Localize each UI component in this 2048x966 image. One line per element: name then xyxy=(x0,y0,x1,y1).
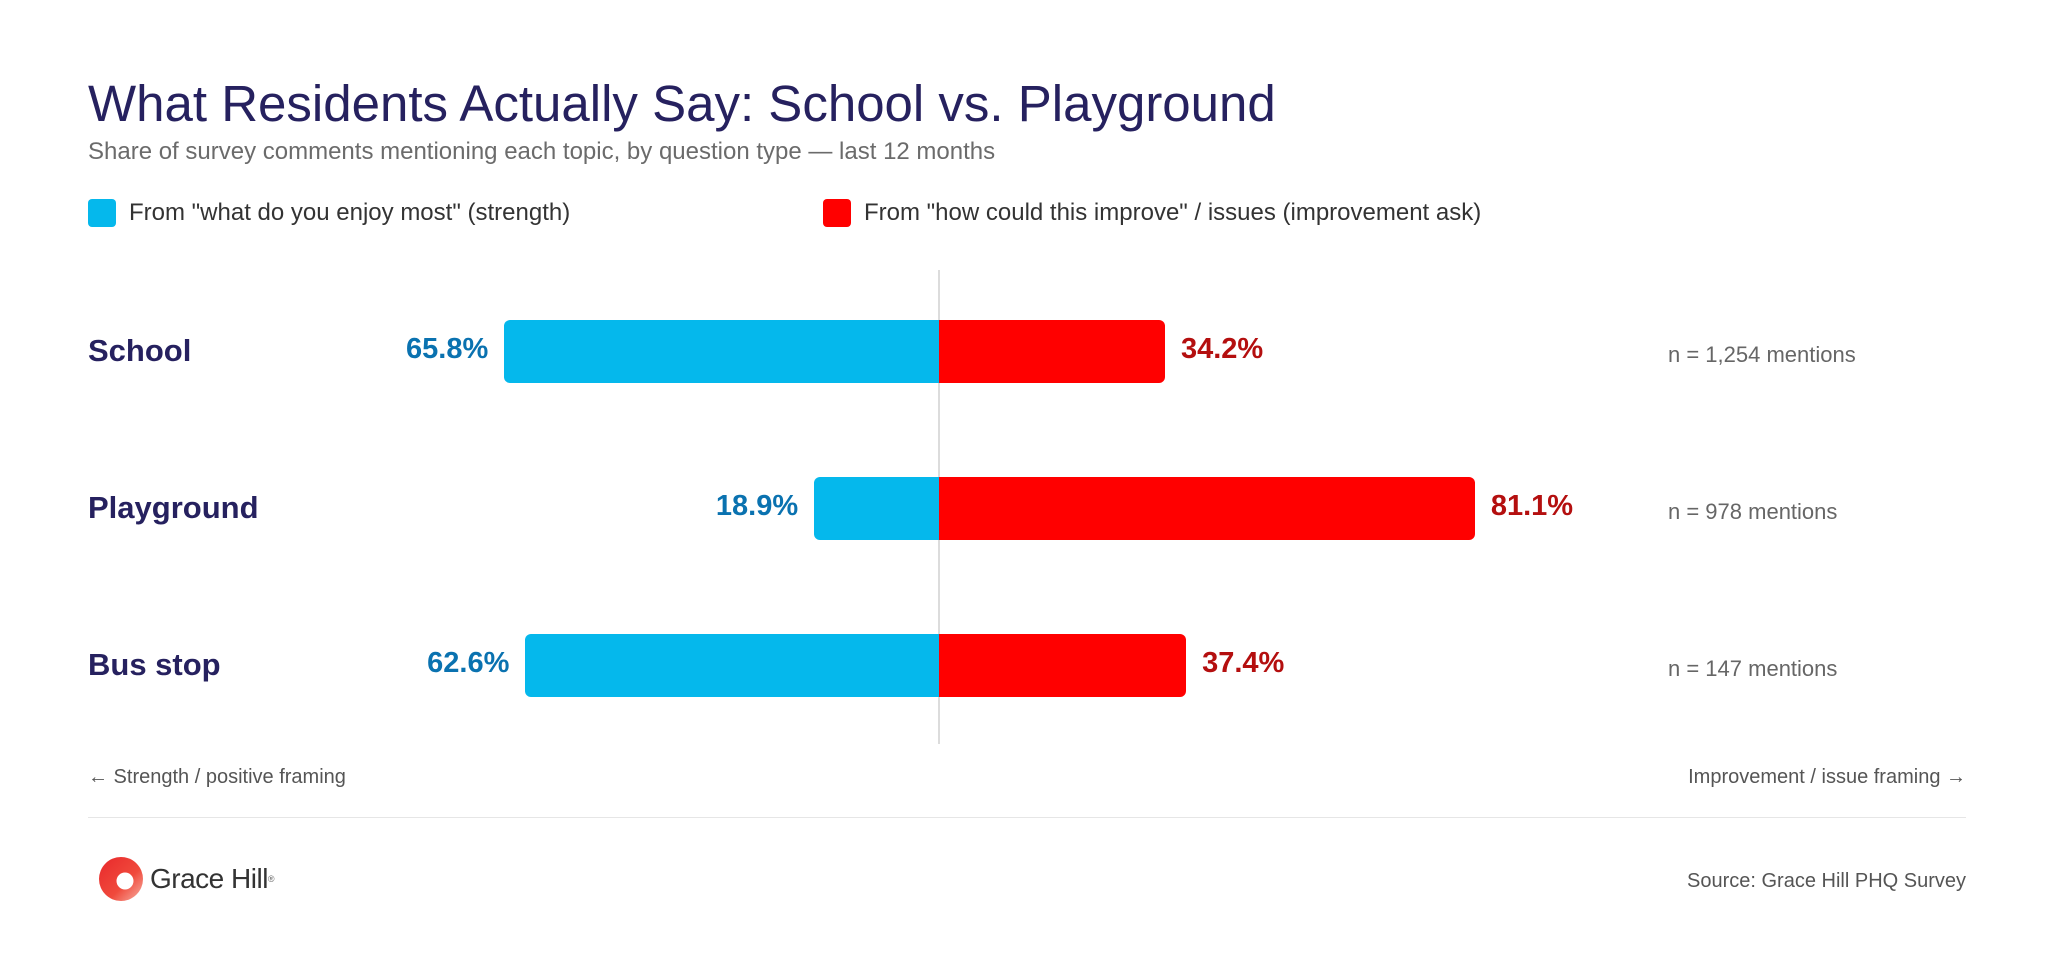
bar-strength-playground xyxy=(814,477,939,540)
value-label-strength-playground: 18.9% xyxy=(715,490,799,522)
brand-logo: Grace Hill ® xyxy=(98,856,275,902)
category-label-school: School xyxy=(88,333,192,368)
legend-item-improvement: From "how could this improve" / issues (… xyxy=(823,198,1481,228)
logo-mark-icon xyxy=(99,857,143,901)
value-label-strength-school: 65.8% xyxy=(406,333,489,365)
value-label-improvement-school: 34.2% xyxy=(1180,333,1264,365)
legend-item-strength: From "what do you enjoy most" (strength) xyxy=(88,198,570,228)
axis-note-strength: ← Strength / positive framing xyxy=(88,766,346,788)
brand-name: Grace Hill xyxy=(150,863,268,894)
axis-note-improvement: Improvement / issue framing → xyxy=(1688,766,1966,788)
mentions-label-bus-stop: n = 147 mentions xyxy=(1668,656,1838,681)
bar-strength-school xyxy=(504,320,939,383)
value-label-improvement-bus-stop: 37.4% xyxy=(1202,647,1285,679)
chart-title: What Residents Actually Say: School vs. … xyxy=(88,75,1276,132)
bar-strength-bus-stop xyxy=(525,634,939,697)
source-note: Source: Grace Hill PHQ Survey xyxy=(1687,870,1966,892)
value-label-strength-bus-stop: 62.6% xyxy=(427,647,510,679)
bar-improvement-playground xyxy=(939,477,1475,540)
legend-label-strength: From "what do you enjoy most" (strength) xyxy=(129,199,571,226)
chart-subtitle: Share of survey comments mentioning each… xyxy=(88,138,996,165)
footer-divider xyxy=(88,817,1966,818)
bar-improvement-bus-stop xyxy=(939,634,1187,697)
legend-label-improvement: From "how could this improve" / issues (… xyxy=(864,199,1482,226)
bar-improvement-school xyxy=(939,320,1165,383)
value-label-improvement-playground: 81.1% xyxy=(1490,490,1574,522)
legend-swatch-strength xyxy=(88,199,116,227)
category-label-playground: Playground xyxy=(88,490,259,525)
mentions-label-school: n = 1,254 mentions xyxy=(1668,342,1856,367)
mentions-label-playground: n = 978 mentions xyxy=(1668,499,1838,524)
category-label-bus-stop: Bus stop xyxy=(88,647,221,682)
legend-swatch-improvement xyxy=(823,199,851,227)
